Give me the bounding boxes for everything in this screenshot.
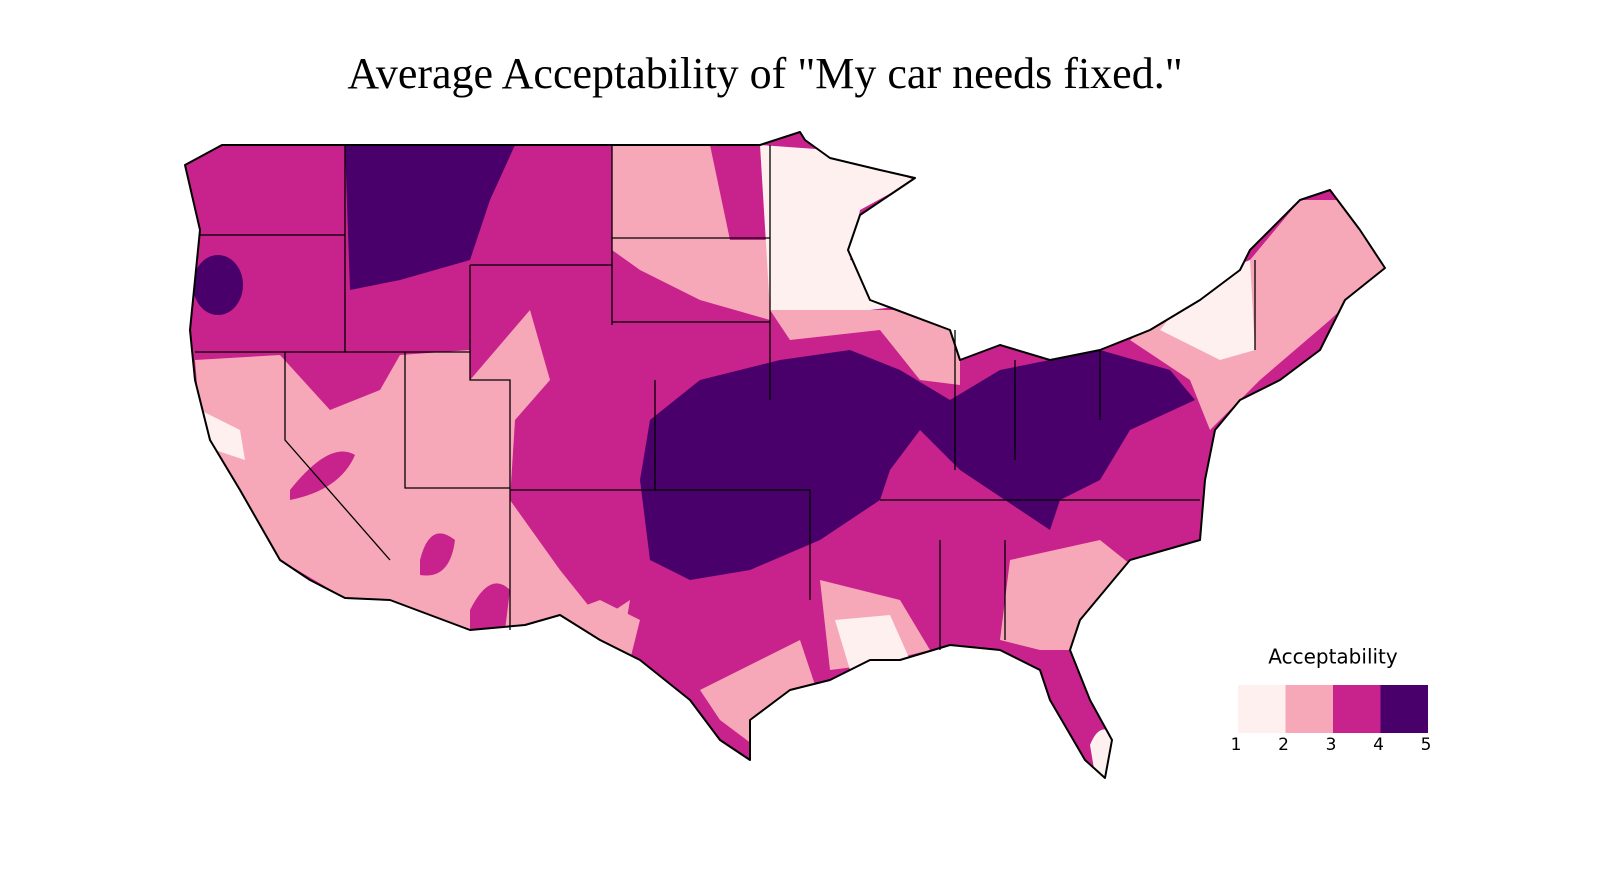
region [193, 255, 243, 315]
region [1000, 540, 1150, 650]
legend: 1 2 3 4 5 [1231, 685, 1432, 755]
legend-tick: 1 [1231, 735, 1242, 755]
region [612, 145, 770, 320]
region [1000, 255, 1060, 323]
region [1130, 200, 1385, 430]
legend-title: Acceptability [1268, 645, 1398, 669]
region [290, 451, 510, 630]
legend-tick: 2 [1278, 735, 1289, 755]
legend-tick: 4 [1373, 735, 1384, 755]
legend-swatch [1238, 685, 1286, 733]
title: Average Acceptability of "My car needs f… [347, 49, 1182, 98]
legend-swatch [1380, 685, 1428, 733]
region [345, 145, 515, 290]
region [560, 600, 820, 750]
legend-swatch [1285, 685, 1333, 733]
legend-swatch [1333, 685, 1381, 733]
region [640, 350, 1195, 580]
state-borders [184, 131, 1386, 779]
region [1160, 260, 1255, 360]
region [900, 200, 1040, 350]
region [195, 310, 630, 660]
legend-tick: 5 [1421, 735, 1432, 755]
legend-tick: 3 [1326, 735, 1337, 755]
